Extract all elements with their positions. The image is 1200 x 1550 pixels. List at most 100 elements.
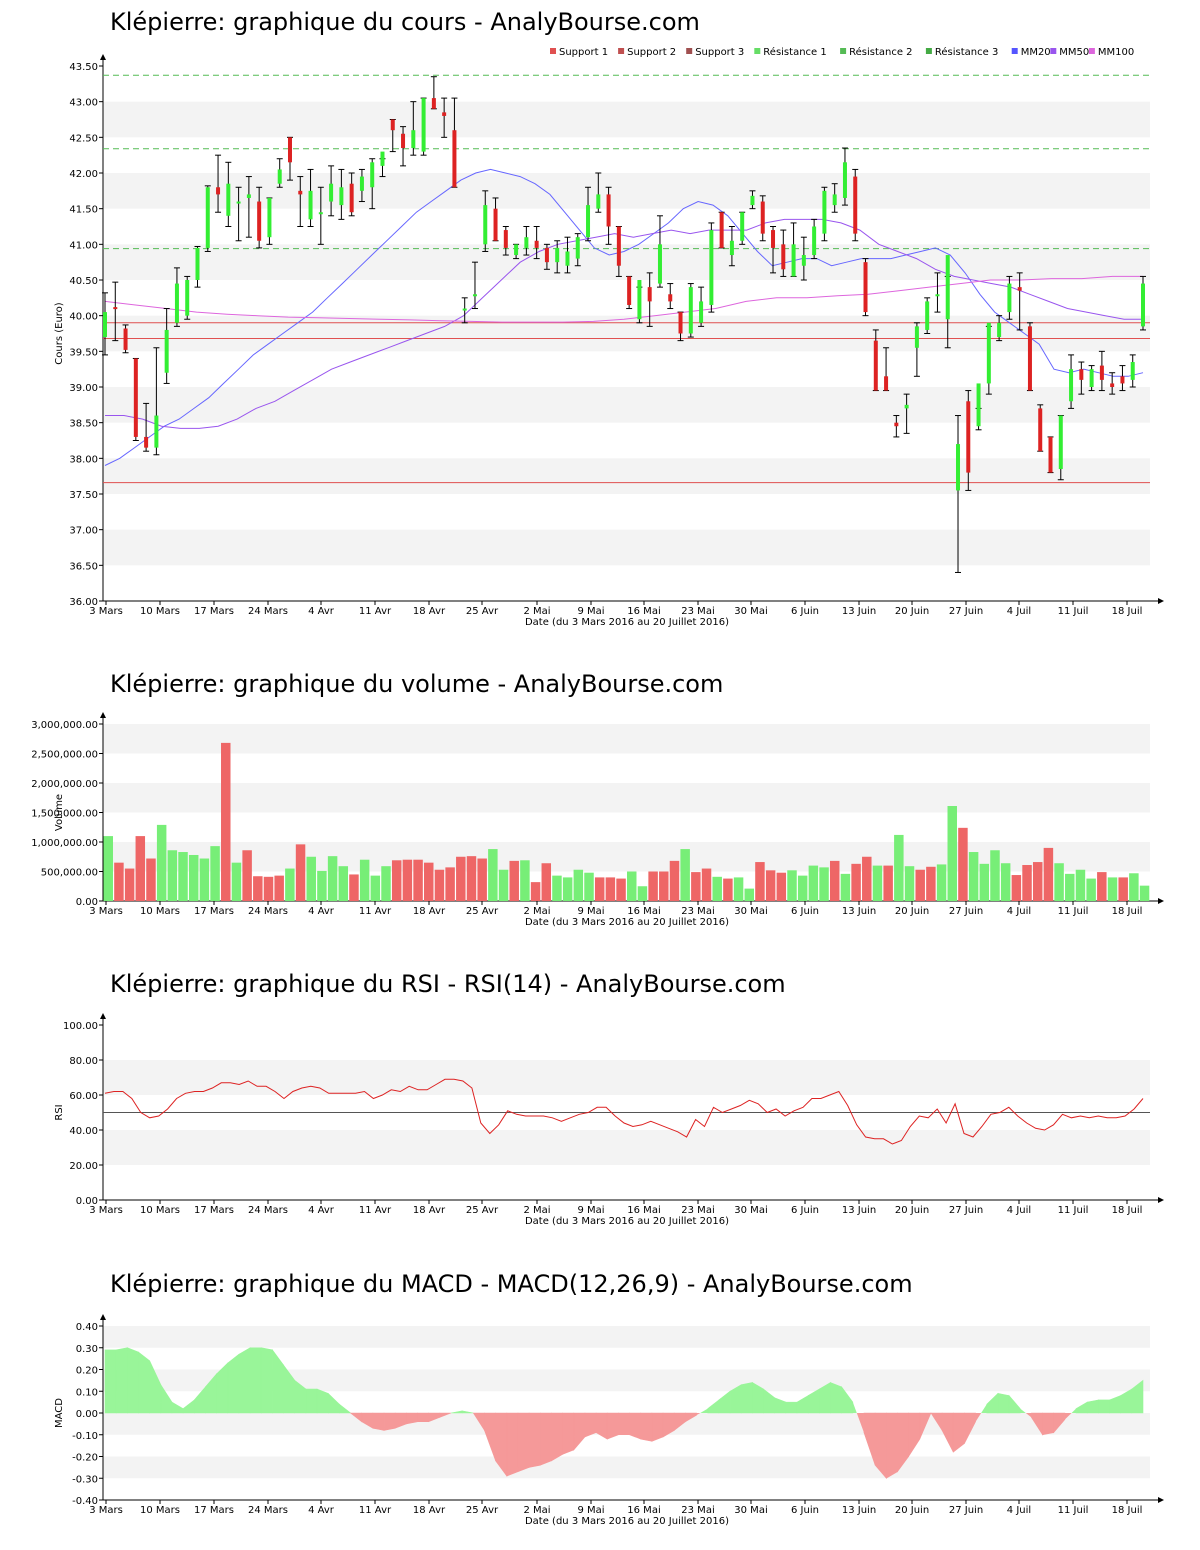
volume-bar <box>1054 863 1064 901</box>
x-tick-label: 13 Juin <box>842 1205 876 1216</box>
macd-area <box>305 1388 318 1414</box>
x-tick-label: 18 Juil <box>1112 606 1143 617</box>
x-tick-label: 20 Juin <box>895 906 929 917</box>
y-tick-label: 40.00 <box>69 1126 98 1137</box>
macd-area <box>1120 1388 1133 1414</box>
volume-bar <box>1011 875 1022 901</box>
candle-body <box>997 322 1002 338</box>
candle-body <box>318 212 323 215</box>
volume-bar <box>156 824 167 901</box>
macd-area <box>1025 1413 1032 1418</box>
x-tick-label: 16 Mai <box>627 906 660 917</box>
y-tick-label: -0.30 <box>72 1474 98 1485</box>
candle-body <box>195 247 200 280</box>
volume-bar <box>530 882 541 901</box>
x-tick-label: 11 Avr <box>359 606 392 617</box>
legend-swatch <box>550 48 556 54</box>
x-axis-arrow <box>1158 898 1164 904</box>
price-chart: 36.00 36.50 37.00 37.50 38.00 38.50 39.00 39.50… <box>54 46 1164 628</box>
macd-area <box>461 1410 474 1414</box>
volume-chart: 0.00 500,000.00 1,000,000.00 1,500,000.00 2,… <box>31 712 1164 928</box>
volume-bar <box>851 863 861 901</box>
macd-area <box>856 1413 864 1433</box>
macd-area <box>372 1412 385 1431</box>
volume-bar <box>295 844 306 901</box>
y-tick-label: 0.10 <box>76 1387 98 1398</box>
y-tick-label: -0.40 <box>72 1496 98 1507</box>
grid-band <box>103 724 1150 754</box>
candle-body <box>822 190 827 234</box>
candle-body <box>339 187 344 206</box>
x-tick-label: 6 Juin <box>791 1505 819 1516</box>
macd-area <box>952 1412 965 1453</box>
x-tick-label: 3 Mars <box>89 1505 123 1516</box>
volume-bar <box>926 866 936 901</box>
y-tick-label: 500,000.00 <box>41 868 98 879</box>
macd-chart-title: Klépierre: graphique du MACD - MACD(12,2… <box>110 1270 913 1298</box>
macd-area <box>919 1412 932 1440</box>
y-axis-arrow <box>100 712 106 718</box>
volume-bar <box>755 862 765 901</box>
x-tick-label: 13 Juin <box>842 906 876 917</box>
volume-bar <box>968 852 979 901</box>
volume-bar <box>466 856 477 901</box>
volume-bar <box>114 862 124 901</box>
candle-body <box>781 244 786 270</box>
macd-area <box>796 1395 809 1414</box>
macd-area <box>595 1412 608 1440</box>
volume-bar <box>434 869 445 901</box>
candle-body <box>483 205 488 245</box>
macd-area <box>327 1392 340 1414</box>
macd-area <box>807 1388 820 1414</box>
volume-bar <box>477 858 487 901</box>
candle-body <box>174 283 179 323</box>
y-tick-label: 100.00 <box>63 1021 98 1032</box>
x-tick-label: 11 Juil <box>1058 1505 1089 1516</box>
y-axis-title: RSI <box>54 1104 65 1120</box>
macd-area <box>484 1412 496 1461</box>
macd-area <box>774 1397 787 1414</box>
macd-area <box>941 1412 954 1453</box>
candle-body <box>216 187 221 195</box>
candle-body <box>472 294 477 297</box>
grid-band <box>103 1060 1150 1095</box>
y-tick-label: -0.20 <box>72 1453 98 1464</box>
x-tick-label: 17 Mars <box>194 1505 234 1516</box>
volume-bar <box>584 872 594 901</box>
x-tick-label: 24 Mars <box>248 1205 288 1216</box>
volume-bar <box>103 836 113 901</box>
macd-area <box>986 1392 999 1414</box>
y-axis-arrow <box>100 1013 106 1019</box>
volume-bar <box>787 870 797 901</box>
macd-area <box>417 1412 429 1422</box>
candle-body <box>925 301 930 330</box>
volume-bar <box>509 860 519 901</box>
macd-area <box>406 1412 418 1425</box>
candle-body <box>1130 362 1135 380</box>
x-tick-label: 16 Mai <box>627 1505 660 1516</box>
volume-bar <box>263 876 274 901</box>
grid-band <box>103 101 1150 138</box>
candle-body <box>1120 376 1125 384</box>
grid-band <box>103 1369 1150 1392</box>
volume-bar <box>456 856 466 901</box>
volume-bar <box>306 856 316 901</box>
volume-bar <box>413 859 423 901</box>
macd-area <box>981 1404 987 1413</box>
macd-area <box>618 1412 630 1436</box>
macd-area <box>316 1388 329 1414</box>
candle-body <box>544 247 549 263</box>
x-tick-label: 30 Mai <box>734 606 767 617</box>
x-tick-label: 16 Mai <box>627 1205 660 1216</box>
macd-area <box>573 1412 586 1451</box>
volume-bar <box>274 875 284 901</box>
candle-body <box>688 287 693 334</box>
macd-area <box>1071 1408 1077 1413</box>
x-tick-label: 24 Mars <box>248 1505 288 1516</box>
macd-area <box>1053 1412 1066 1434</box>
legend-label: Support 3 <box>695 47 744 58</box>
macd-area <box>149 1360 162 1414</box>
x-tick-label: 24 Mars <box>248 606 288 617</box>
volume-bar <box>765 870 776 901</box>
volume-bar <box>669 860 680 901</box>
